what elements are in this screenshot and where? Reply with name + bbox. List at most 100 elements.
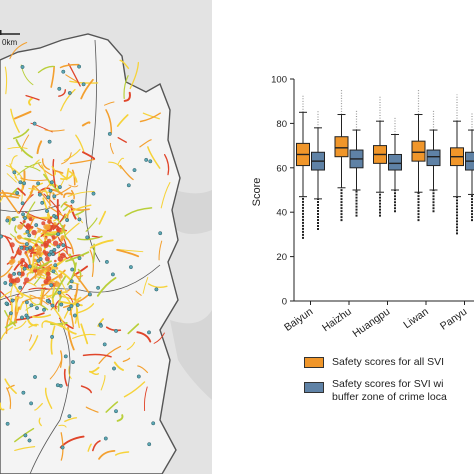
road-segment — [13, 320, 27, 330]
crime-location-point — [114, 328, 118, 333]
road-segment — [49, 359, 63, 380]
road-segment — [119, 164, 134, 181]
road-segment — [24, 165, 41, 172]
crime-location-point — [49, 249, 54, 254]
road-segment — [91, 235, 100, 238]
road-segment — [160, 182, 171, 209]
road-segment — [67, 191, 95, 197]
dense-core-cell — [31, 229, 37, 236]
road-segment — [63, 202, 73, 209]
crime-location-point — [24, 300, 29, 305]
dense-core-cell — [37, 229, 42, 233]
road-segment — [25, 94, 40, 101]
legend-swatch-blue — [304, 382, 324, 393]
road-segment — [0, 195, 20, 199]
dense-core-cell — [34, 243, 39, 247]
crime-location-point — [8, 282, 13, 287]
crime-location-point — [21, 212, 26, 217]
y-tick-label: 0 — [282, 297, 287, 308]
sub-district-line — [0, 264, 161, 301]
crime-location-point — [22, 266, 27, 271]
crime-location-point — [148, 159, 153, 164]
road-segment — [59, 289, 63, 298]
crime-location-point — [38, 257, 43, 261]
crime-location-point — [85, 235, 90, 240]
crime-location-point — [70, 199, 75, 204]
road-segment — [114, 451, 130, 456]
road-segment — [68, 365, 72, 380]
road-segment — [6, 173, 17, 183]
crime-location-point — [128, 265, 133, 270]
crime-location-point — [34, 223, 39, 228]
dense-core-cell — [27, 238, 32, 243]
crime-location-point — [47, 139, 52, 144]
road-segment — [68, 170, 78, 183]
crime-location-point — [151, 421, 156, 426]
dense-core-cell — [36, 270, 43, 277]
road-segment — [59, 63, 80, 69]
road-segment — [63, 238, 68, 255]
dense-core-cell — [24, 250, 28, 254]
road-segment — [98, 345, 122, 365]
crime-location-point — [49, 283, 54, 288]
road-segment — [38, 303, 49, 311]
crime-location-point — [147, 330, 151, 335]
road-segment — [37, 65, 56, 74]
y-tick-label: 100 — [271, 75, 287, 86]
road-segment — [4, 310, 17, 327]
crime-location-point — [45, 209, 49, 213]
crime-location-point — [103, 436, 108, 441]
crime-location-point — [49, 180, 54, 185]
road-segment — [96, 277, 117, 297]
road-segment — [76, 308, 80, 329]
crime-location-point — [68, 285, 73, 289]
crime-location-point — [96, 285, 101, 290]
road-segment — [117, 157, 125, 165]
crime-location-point — [77, 64, 82, 69]
dense-core-cell — [36, 245, 42, 252]
road-segment — [127, 323, 140, 335]
road-segment — [7, 146, 28, 150]
road-segment — [21, 176, 23, 202]
crime-location-point — [114, 409, 118, 414]
road-segment — [123, 381, 146, 398]
x-tick-label: Panyu — [438, 306, 469, 333]
y-tick-label: 20 — [276, 252, 287, 263]
dense-core-cell — [44, 224, 51, 231]
crime-location-point — [63, 354, 68, 359]
road-segment — [80, 323, 89, 345]
crime-location-point — [27, 438, 32, 443]
dense-core-cell — [42, 229, 47, 235]
road-segment — [53, 267, 67, 292]
dense-core-cell — [17, 224, 23, 230]
road-segment — [33, 236, 41, 249]
crime-location-point — [52, 194, 57, 199]
road-segment — [28, 97, 33, 106]
dense-core-cell — [19, 261, 24, 265]
dense-core-cell — [40, 243, 44, 247]
crime-location-point — [8, 311, 13, 316]
road-segment — [33, 275, 42, 285]
road-segment — [126, 341, 136, 351]
road-segment — [22, 201, 36, 227]
crime-location-point — [107, 131, 112, 136]
road-segment — [44, 129, 65, 132]
crime-location-point — [46, 195, 51, 200]
road-segment — [88, 366, 100, 373]
boxplot-panel: 0 20 40 60 80 100 Baiyun Haizhu Huangpu Liwan Pany… — [212, 0, 474, 474]
x-tick-label: Baiyun — [282, 306, 315, 334]
road-segment — [43, 193, 62, 215]
road-segment — [17, 187, 26, 196]
box-huangpu-all-svi — [373, 96, 387, 217]
road-segment — [33, 266, 58, 275]
dense-core-cell — [53, 221, 57, 226]
road-segment — [61, 152, 72, 165]
road-segment — [31, 314, 52, 318]
crime-location-point — [3, 281, 8, 285]
dense-core-cell — [24, 277, 30, 283]
road-segment — [65, 168, 70, 181]
dense-core-cell — [17, 234, 22, 240]
road-segment — [63, 368, 68, 387]
road-segment — [87, 443, 92, 452]
